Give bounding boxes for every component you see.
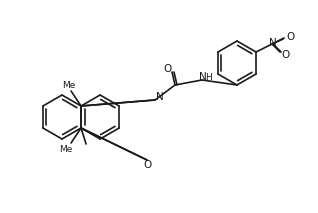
Text: Me: Me (59, 145, 73, 154)
Text: H: H (204, 72, 211, 82)
Text: O: O (163, 64, 171, 74)
Text: Me: Me (62, 82, 76, 91)
Text: O: O (281, 50, 289, 60)
Text: N: N (199, 72, 207, 82)
Text: O: O (286, 32, 294, 42)
Text: N: N (269, 38, 277, 48)
Text: N: N (156, 92, 164, 102)
Text: O: O (143, 160, 151, 170)
